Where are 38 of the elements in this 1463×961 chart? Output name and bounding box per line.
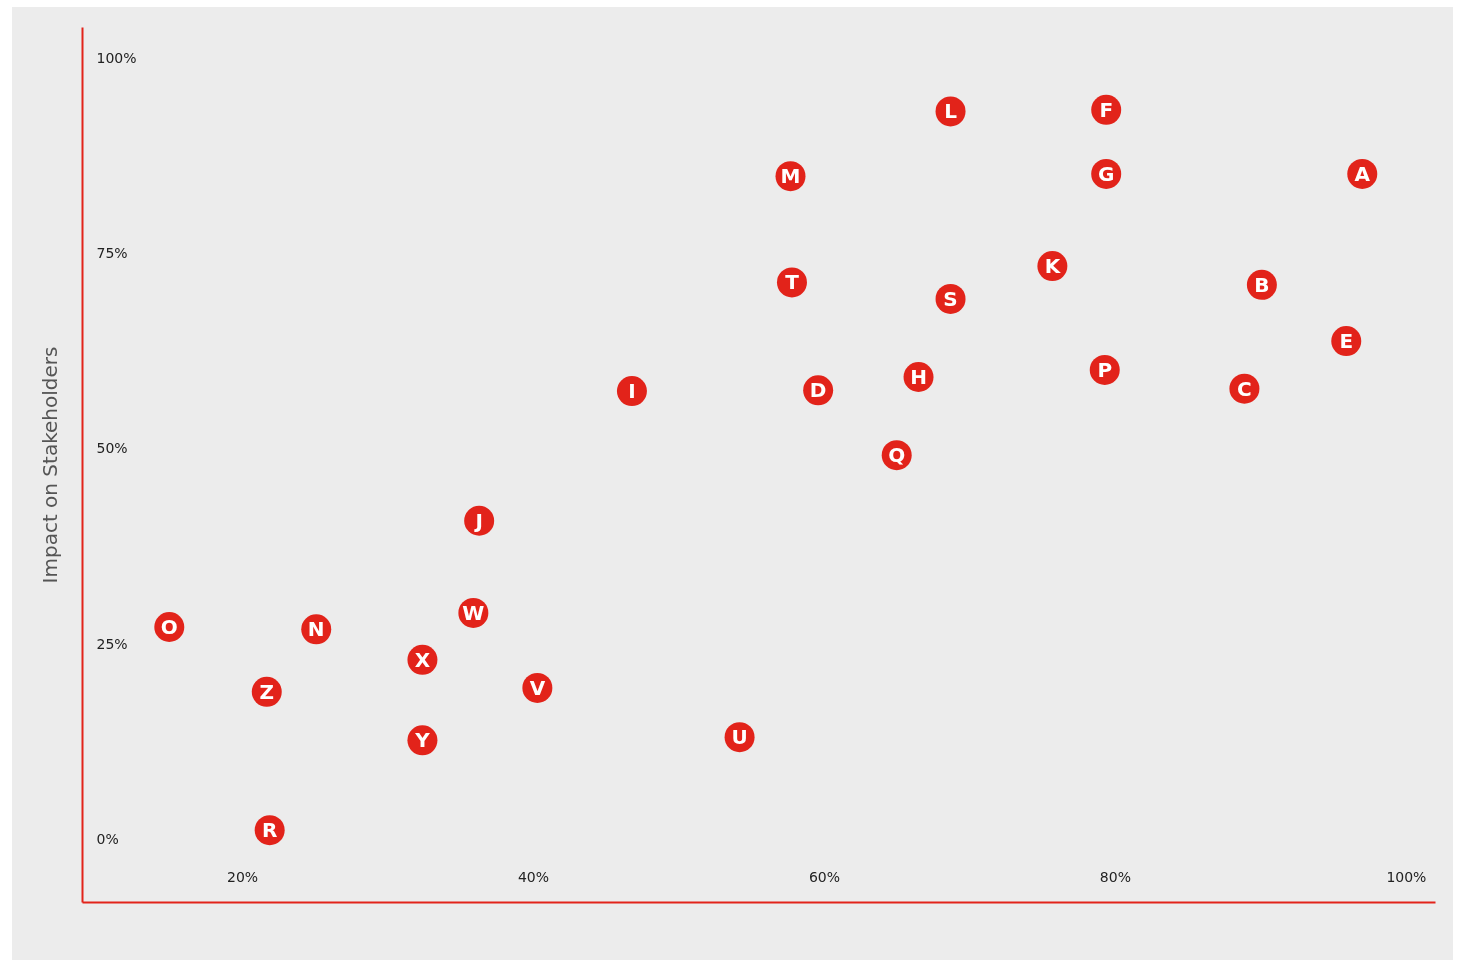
data-label: Q — [888, 443, 906, 468]
data-label: I — [628, 379, 636, 404]
y-tick-label: 0% — [96, 831, 119, 847]
data-label: S — [943, 286, 958, 311]
x-tick-label: 20% — [226, 868, 259, 885]
data-label: P — [1097, 357, 1113, 382]
x-tick-label: 80% — [1099, 868, 1131, 885]
data-label: H — [910, 365, 927, 389]
data-label: A — [1354, 161, 1371, 186]
data-label: C — [1237, 376, 1252, 401]
data-label: M — [780, 164, 801, 189]
data-label: G — [1098, 161, 1115, 186]
y-tick-label: 75% — [96, 245, 128, 262]
data-label: L — [944, 99, 958, 124]
data-label: N — [307, 617, 325, 642]
data-label: X — [414, 647, 431, 672]
data-label: K — [1044, 254, 1062, 279]
data-label: D — [809, 378, 827, 403]
data-label: Y — [414, 728, 431, 753]
data-label: Z — [259, 679, 275, 704]
data-label: T — [785, 270, 800, 295]
data-label: V — [529, 675, 546, 700]
data-label: J — [473, 508, 483, 533]
data-label: O — [160, 615, 178, 639]
y-axis-title: Impact on Stakeholders — [37, 346, 62, 584]
x-tick-label: 60% — [808, 868, 841, 885]
data-label: R — [261, 818, 278, 843]
y-tick-label: 50% — [96, 440, 128, 457]
data-label: U — [731, 725, 748, 750]
point — [616, 376, 647, 407]
data-label: E — [1339, 329, 1354, 354]
data-label: F — [1099, 97, 1114, 122]
data-label: W — [462, 600, 485, 625]
y-tick-label: 100% — [96, 49, 137, 66]
data-label: B — [1254, 272, 1270, 297]
y-tick-label: 25% — [96, 635, 128, 652]
x-tick-label: 100% — [1386, 868, 1427, 885]
x-tick-label: 40% — [517, 868, 550, 885]
